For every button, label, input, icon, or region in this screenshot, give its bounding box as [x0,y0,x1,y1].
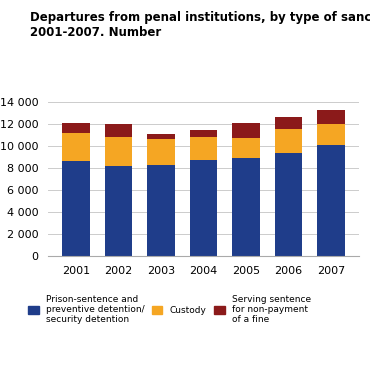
Bar [232,138,260,158]
Bar [275,153,302,256]
Text: Departures from penal institutions, by type of sanction.
2001-2007. Number: Departures from penal institutions, by t… [30,11,370,39]
Bar [232,123,260,138]
Bar [105,166,132,256]
Bar [275,129,302,153]
Legend: Prison-sentence and
preventive detention/
security detention, Custody, Serving s: Prison-sentence and preventive detention… [28,295,311,324]
Bar [232,158,260,256]
Bar [317,110,345,124]
Bar [62,161,90,256]
Bar [62,133,90,161]
Bar [275,117,302,129]
Bar [190,160,217,256]
Bar [105,124,132,137]
Bar [147,139,175,165]
Bar [317,145,345,256]
Bar [190,137,217,160]
Bar [190,131,217,137]
Bar [317,124,345,145]
Bar [105,137,132,166]
Bar [147,165,175,256]
Bar [147,134,175,139]
Bar [62,123,90,133]
